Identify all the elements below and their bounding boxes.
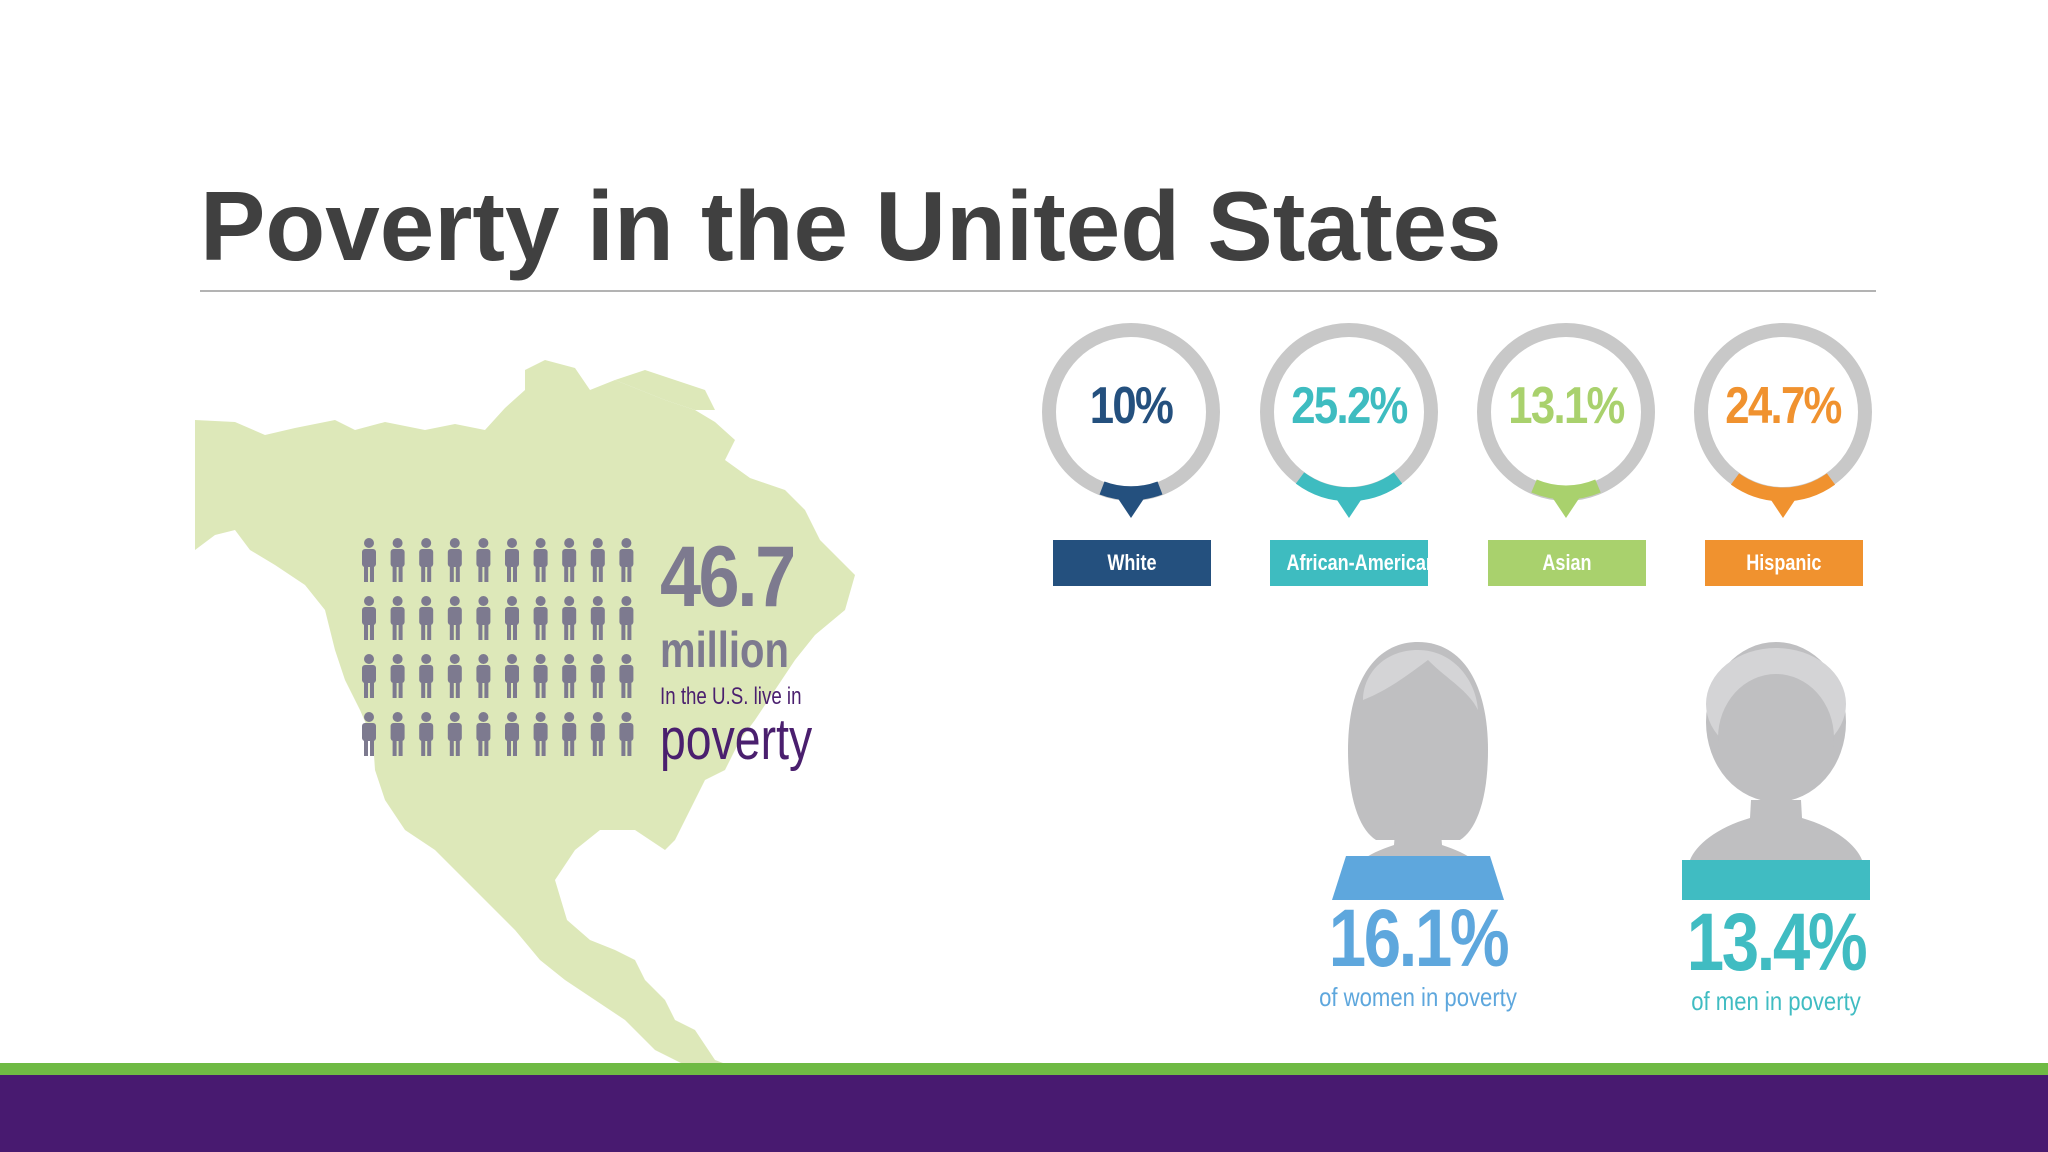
person-icon [419,538,434,582]
person-icon [505,712,519,756]
person-icon [505,538,519,582]
person-icon [362,538,376,582]
women-value: 16.1% [1328,893,1510,984]
person-icon [476,654,491,698]
person-icon [390,538,405,582]
person-icon [476,538,491,582]
person-icon [590,538,605,582]
person-icon [590,596,605,640]
total-poverty-stat: 46.7 million In the U.S. live in poverty [660,529,850,772]
person-icon [476,596,491,640]
label-african-american-text: African-American [1286,550,1437,575]
label-asian-text: Asian [1542,550,1592,575]
person-icon [362,596,376,640]
total-unit: million [660,622,789,678]
label-african-american: African-American [1270,540,1437,586]
person-icon [619,596,634,640]
footer-purple-band [0,1075,2048,1152]
women-stat: 16.1% of women in poverty [1298,893,1538,1013]
label-hispanic: Hispanic [1705,540,1863,586]
person-icon [419,654,434,698]
person-icon [362,654,376,698]
ring-white-graphic [1042,323,1220,518]
person-icon [533,712,548,756]
person-icon [447,654,462,698]
person-icon [533,538,548,582]
women-caption: of women in poverty [1319,982,1517,1012]
person-icon [390,712,405,756]
total-word: poverty [660,707,813,772]
ring-white-value: 10% [1089,377,1174,435]
person-icon [419,712,434,756]
person-icon [447,712,462,756]
label-hispanic-text: Hispanic [1746,550,1822,575]
woman-icon [1332,642,1504,900]
ring-white: 10% [1039,320,1223,530]
men-caption: of men in poverty [1691,986,1861,1016]
person-icon [419,596,434,640]
person-icon [619,712,634,756]
person-icon [533,596,548,640]
men-stat: 13.4% of men in poverty [1656,897,1896,1017]
ring-asian: 13.1% [1474,320,1658,530]
total-subtitle: In the U.S. live in [660,683,802,710]
person-icon [447,538,462,582]
person-icon [476,712,491,756]
person-icon [562,712,577,756]
label-white-text: White [1107,550,1157,575]
person-icon [590,712,605,756]
person-icon [562,596,577,640]
person-icon [447,596,462,640]
person-icon [533,654,548,698]
ring-hispanic: 24.7% [1691,320,1875,530]
person-icon [505,654,519,698]
person-icon [619,654,634,698]
person-icon [362,712,376,756]
person-icon [390,596,405,640]
person-icon [590,654,605,698]
title-divider [200,290,1876,292]
ring-hispanic-graphic [1694,323,1872,518]
ring-african-american-value: 25.2% [1291,377,1408,435]
person-icon [505,596,519,640]
person-icon [562,654,577,698]
label-asian: Asian [1488,540,1646,586]
ring-african-american-graphic [1260,323,1438,518]
footer-green-band [0,1063,2048,1075]
men-value: 13.4% [1686,897,1868,988]
person-icon [619,538,634,582]
north-america-map [195,360,855,1080]
page-title: Poverty in the United States [200,171,1502,281]
man-icon [1682,642,1870,900]
person-icon [562,538,577,582]
ring-african-american: 25.2% [1257,320,1441,530]
ring-asian-graphic [1477,323,1655,518]
ring-asian-value: 13.1% [1508,377,1625,435]
people-icon-grid [362,538,634,756]
total-number: 46.7 [660,529,796,625]
person-icon [390,654,405,698]
ring-hispanic-value: 24.7% [1725,377,1842,435]
label-white: White [1053,540,1211,586]
